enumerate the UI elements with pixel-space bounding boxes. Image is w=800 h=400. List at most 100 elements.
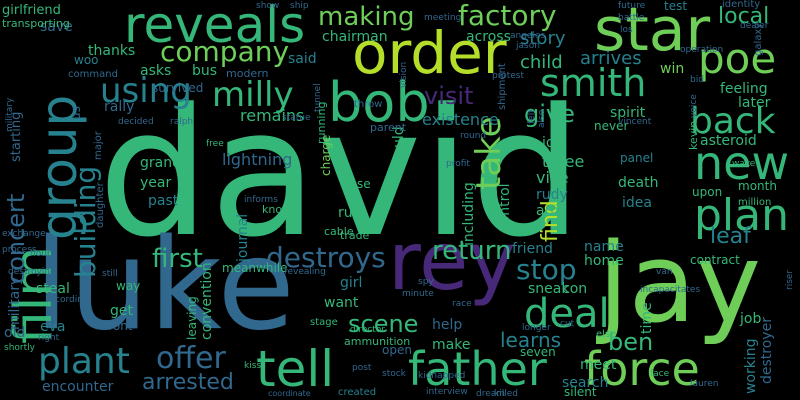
word: journal [235, 213, 251, 262]
word: luke [34, 211, 295, 358]
word: destroyer [759, 317, 775, 384]
word: vice [536, 168, 569, 187]
word: meanwhile [222, 261, 288, 275]
word: make [432, 337, 471, 353]
word: decided [118, 117, 154, 127]
word: sneak [528, 281, 570, 297]
word: arrested [142, 370, 234, 395]
word: father [408, 342, 547, 396]
word: interview [426, 387, 468, 397]
word: steal [36, 281, 70, 297]
word: first [152, 244, 203, 274]
word: running [315, 101, 328, 144]
word: profit [446, 159, 470, 169]
word: command [68, 69, 118, 80]
word: operation [680, 45, 724, 55]
word: rudy [536, 187, 568, 203]
word: revealing [284, 267, 326, 277]
word: idea [622, 195, 652, 211]
word: making [318, 2, 415, 32]
word: free [206, 139, 224, 149]
word: scene [348, 310, 419, 338]
word: dream [476, 389, 506, 399]
word: back [690, 101, 776, 142]
word: girlfriend [2, 3, 61, 18]
word: kidnapped [418, 371, 466, 381]
word: stock [382, 369, 406, 379]
word: eva [40, 319, 66, 335]
word: join [542, 135, 568, 151]
word: give [524, 100, 575, 128]
word: also [537, 109, 547, 128]
word: convention [199, 262, 215, 340]
word: protest [492, 71, 525, 81]
word: military [5, 97, 15, 132]
word: new [694, 136, 790, 190]
word: riser [785, 269, 795, 290]
word: poe [698, 34, 777, 83]
word: right [38, 333, 60, 343]
word: search [562, 375, 609, 391]
word: year [140, 175, 172, 191]
word: destroys [266, 241, 386, 274]
word: base [342, 177, 371, 191]
word: round [460, 131, 487, 141]
word: old [4, 325, 26, 341]
word: meet [580, 357, 617, 373]
word: longer [522, 323, 551, 333]
word: plant [38, 341, 130, 382]
word: name [584, 239, 624, 255]
word: statue [282, 113, 311, 123]
word: vision [399, 61, 409, 88]
word: force [584, 342, 700, 396]
word: factory [458, 0, 557, 32]
word: kevin [687, 120, 700, 150]
word: stop [516, 253, 577, 286]
word: ammunition [344, 335, 411, 348]
word: con [562, 281, 588, 297]
word: bob [328, 71, 430, 134]
word: win [660, 61, 685, 77]
word: working [743, 338, 759, 394]
word: spy [418, 277, 434, 287]
word: incapacitates [640, 285, 701, 295]
word: test [664, 0, 688, 13]
word: learns [500, 328, 562, 352]
word: coordinate [268, 389, 311, 398]
word: chairman [322, 29, 388, 45]
word: time [639, 302, 655, 334]
word: exchange [2, 229, 46, 239]
word: stage [310, 317, 338, 328]
word: want [324, 295, 359, 311]
word: existence [422, 110, 499, 129]
word: killed [494, 389, 518, 399]
word: open [382, 343, 412, 357]
word: military [7, 276, 23, 330]
word: kiss [244, 361, 262, 371]
word: way [116, 279, 141, 293]
word: jay [598, 219, 762, 347]
word: child [520, 52, 563, 73]
word: van [656, 267, 673, 277]
word: offer [156, 341, 226, 376]
word: company [160, 35, 290, 68]
word: recording [46, 295, 89, 305]
word: meeting [424, 13, 462, 23]
word: later [738, 95, 771, 111]
word: local [718, 4, 770, 29]
word: never [594, 119, 629, 133]
word: death [618, 175, 659, 191]
word: angeles [510, 31, 546, 41]
word: los [620, 25, 633, 35]
word: process [2, 245, 37, 255]
word: director [350, 325, 385, 335]
word: post [352, 363, 372, 373]
word: encounter [42, 379, 114, 395]
word: run [338, 205, 362, 221]
word: using [100, 71, 192, 111]
word: created [338, 387, 377, 398]
word: save [40, 19, 73, 35]
word: survived [152, 81, 204, 95]
word: knock [262, 203, 295, 216]
